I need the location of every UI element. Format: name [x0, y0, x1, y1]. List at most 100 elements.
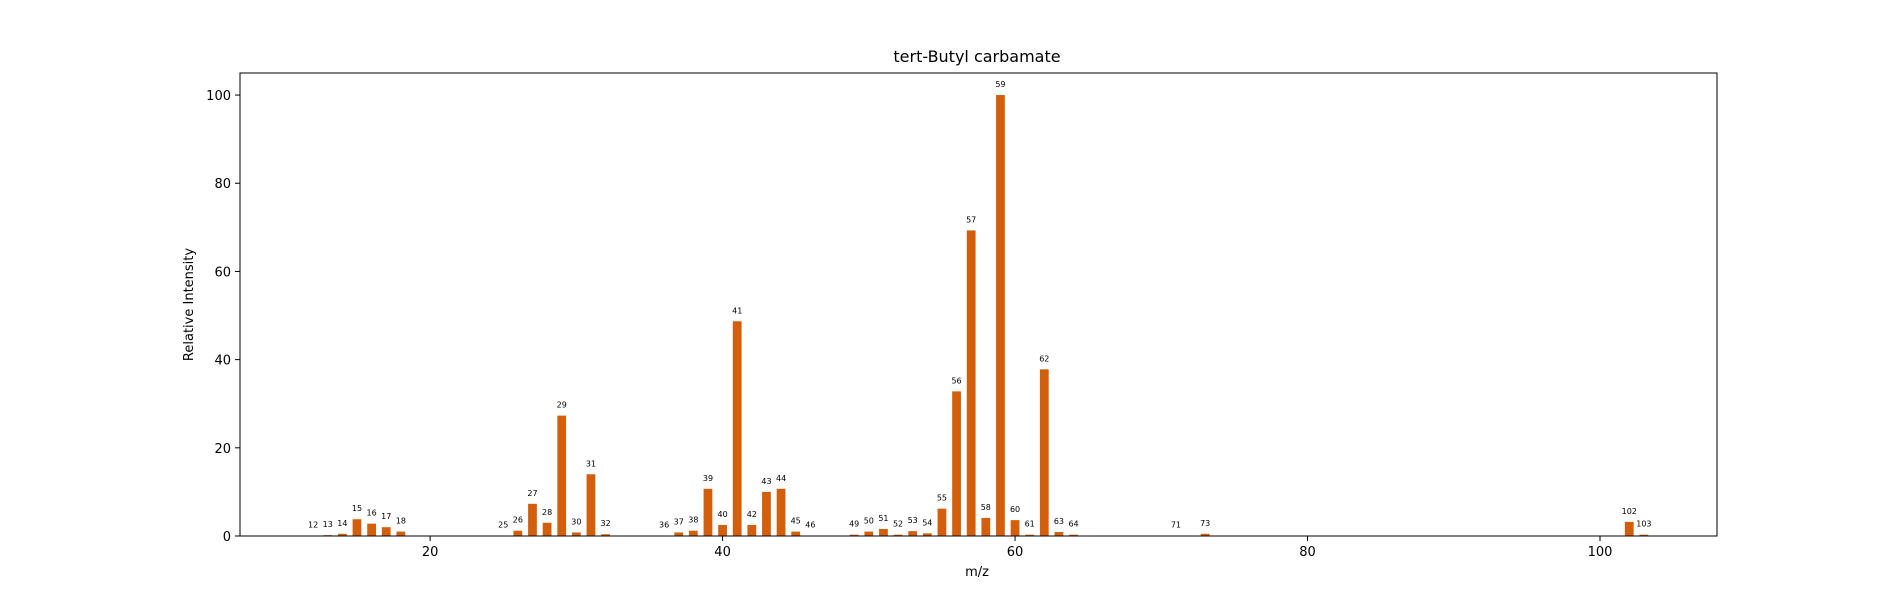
bar-mz-37	[674, 532, 684, 536]
bar-label-mz-44: 44	[776, 474, 786, 483]
bar-label-mz-61: 61	[1025, 520, 1035, 529]
y-tick-label-60: 60	[214, 265, 231, 280]
bar-mz-53	[908, 531, 918, 536]
bar-mz-64	[1069, 534, 1078, 536]
x-tick-label-40: 40	[714, 545, 731, 560]
bar-mz-16	[367, 523, 376, 536]
bar-mz-49	[849, 534, 859, 536]
bar-mz-29	[557, 415, 567, 536]
bar-mz-26	[513, 530, 523, 536]
bar-label-mz-41: 41	[732, 306, 742, 315]
bar-label-mz-50: 50	[864, 517, 874, 526]
bars-group	[308, 95, 1649, 537]
bar-label-mz-25: 25	[498, 521, 508, 530]
x-tick-label-20: 20	[422, 545, 439, 560]
bar-mz-14	[337, 533, 347, 536]
bar-mz-42	[747, 524, 757, 536]
bar-label-mz-46: 46	[805, 521, 815, 530]
bar-label-mz-102: 102	[1622, 507, 1637, 516]
bar-label-mz-27: 27	[527, 489, 537, 498]
bar-mz-73	[1200, 533, 1210, 536]
bar-mz-40	[718, 524, 727, 536]
bar-label-mz-40: 40	[717, 510, 727, 519]
y-tick-label-0: 0	[223, 530, 231, 545]
bar-label-mz-26: 26	[513, 516, 523, 525]
bar-label-mz-14: 14	[337, 519, 347, 528]
x-axis-label: m/z	[965, 565, 989, 580]
bar-label-mz-39: 39	[703, 474, 713, 483]
bar-mz-56	[952, 391, 961, 536]
bar-mz-51	[879, 528, 888, 536]
bar-mz-18	[396, 531, 406, 536]
bar-mz-41	[732, 321, 742, 536]
bar-mz-61	[1025, 534, 1035, 536]
bar-label-mz-57: 57	[966, 215, 976, 224]
y-tick-label-20: 20	[214, 442, 231, 457]
bar-label-mz-36: 36	[659, 521, 669, 530]
y-axis-label: Relative Intensity	[182, 248, 197, 361]
x-tick-label-100: 100	[1588, 545, 1613, 560]
bar-mz-43	[762, 491, 771, 536]
bar-label-mz-37: 37	[674, 517, 684, 526]
bar-mz-54	[922, 533, 932, 536]
bar-mz-50	[864, 531, 874, 536]
bar-label-mz-52: 52	[893, 520, 903, 529]
bar-label-mz-28: 28	[542, 508, 552, 517]
bar-mz-103	[1639, 534, 1649, 536]
bar-label-mz-31: 31	[586, 459, 596, 468]
bar-label-mz-18: 18	[396, 517, 406, 526]
bar-label-mz-51: 51	[878, 514, 888, 523]
bar-label-mz-12: 12	[308, 521, 318, 530]
bar-mz-62	[1039, 369, 1049, 536]
y-tick-label-40: 40	[214, 354, 231, 369]
bar-mz-38	[688, 530, 698, 536]
bar-mz-17	[381, 527, 391, 536]
plot-frame	[239, 72, 1718, 537]
bar-mz-55	[937, 508, 947, 536]
bar-label-mz-38: 38	[688, 516, 698, 525]
bar-label-mz-103: 103	[1636, 520, 1651, 529]
bar-label-mz-32: 32	[600, 519, 610, 528]
bar-label-mz-15: 15	[352, 504, 362, 513]
bar-mz-102	[1624, 521, 1634, 536]
bar-mz-31	[586, 474, 596, 536]
chart-title: tert-Butyl carbamate	[893, 47, 1060, 66]
bar-mz-28	[542, 522, 552, 536]
bar-mz-30	[571, 532, 581, 536]
bar-label-mz-16: 16	[367, 509, 377, 518]
bar-label-mz-42: 42	[747, 510, 757, 519]
bar-mz-52	[893, 534, 903, 536]
bar-mz-58	[981, 517, 991, 536]
bar-label-mz-71: 71	[1171, 521, 1181, 530]
bar-label-mz-54: 54	[922, 518, 932, 527]
bar-label-mz-60: 60	[1010, 505, 1020, 514]
x-tick-label-60: 60	[1007, 545, 1024, 560]
bar-label-mz-63: 63	[1054, 517, 1064, 526]
bar-label-mz-45: 45	[791, 517, 801, 526]
bar-mz-63	[1054, 532, 1064, 536]
bar-label-mz-73: 73	[1200, 519, 1210, 528]
bar-label-mz-64: 64	[1068, 520, 1078, 529]
bar-label-mz-55: 55	[937, 494, 947, 503]
bar-label-mz-62: 62	[1039, 354, 1049, 363]
bar-mz-39	[703, 488, 713, 536]
bar-labels-group: 12 13 14 15 16 17 18 25 26 27 28 29 30 31 32 36 37 38 39 40…	[308, 80, 1651, 530]
x-tick-label-80: 80	[1299, 545, 1316, 560]
bar-mz-59	[996, 95, 1005, 537]
bar-mz-27	[528, 503, 537, 536]
bar-label-mz-13: 13	[323, 520, 333, 529]
bar-label-mz-49: 49	[849, 520, 859, 529]
y-tick-label-80: 80	[214, 177, 231, 192]
bar-label-mz-17: 17	[381, 512, 391, 521]
bar-mz-15	[352, 519, 362, 536]
bar-mz-57	[966, 230, 976, 537]
bar-label-mz-53: 53	[908, 516, 918, 525]
bar-label-mz-43: 43	[761, 477, 771, 486]
bar-label-mz-29: 29	[557, 401, 567, 410]
bar-label-mz-58: 58	[981, 503, 991, 512]
y-tick-label-100: 100	[206, 89, 231, 104]
bar-mz-45	[791, 531, 801, 536]
x-axis-ticks: 20 40 60 80 100	[422, 536, 1613, 560]
bar-mz-44	[776, 488, 786, 536]
